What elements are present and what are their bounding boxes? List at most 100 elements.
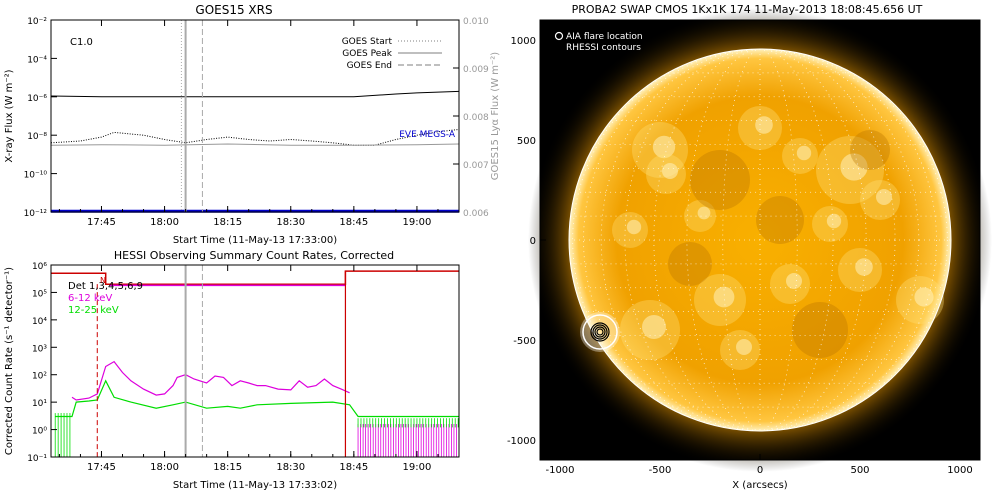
goes-legend-label: GOES End (347, 61, 392, 71)
goes-y2-tick-label: 0.009 (463, 65, 489, 75)
rhessi-contour (590, 322, 610, 342)
sun-grid-longitude (600, 49, 920, 431)
goes-y-tick-label: 10⁻¹⁰ (24, 171, 48, 181)
goes-x-tick-label: 19:00 (403, 217, 432, 228)
sun-bright-core (755, 116, 773, 134)
hessi-ylabel: Corrected Count Rate (s⁻¹ detector⁻¹) (4, 267, 15, 455)
goes-x-tick-label: 18:45 (339, 217, 368, 228)
hessi-legend-high: 12-25 keV (68, 305, 119, 316)
goes-xlabel: Start Time (11-May-13 17:33:00) (173, 235, 337, 246)
swap-x-ticks: -1000 -500 0 500 1000 (545, 454, 973, 476)
sun-bright-core (697, 206, 711, 220)
hessi-y-tick-label: 10² (32, 372, 47, 382)
goes-y-tick-label: 10⁻⁸ (27, 132, 47, 142)
hessi-x-tick-label: 17:45 (87, 462, 116, 473)
hessi-noise (54, 413, 460, 457)
swap-y-tick-label: 500 (517, 136, 536, 147)
sun-bright-core (796, 145, 812, 161)
sun-dark-region (792, 302, 848, 358)
sun-bright-core (662, 163, 678, 179)
rhessi-contour (596, 328, 604, 336)
goes-y2-tick-label: 0.010 (463, 17, 489, 27)
goes-series-line (50, 90, 460, 98)
sun-bright-core (855, 258, 873, 276)
hessi-y-ticks: 10⁶ 10⁵ 10⁴ 10³ 10² 10¹ 10⁰ 10⁻¹ (27, 262, 57, 464)
goes-y-tick-label: 10⁻¹² (24, 209, 48, 219)
goes-series-line (50, 143, 460, 146)
hessi-x-tick-label: 18:15 (213, 462, 242, 473)
sun-bright-core (876, 189, 892, 205)
goes-panel: GOES15 XRS 17:45 18:00 18:15 18:30 18:45 19:0… (4, 3, 501, 246)
aia-flare-circle (582, 314, 618, 350)
swap-x-tick-label: -500 (649, 465, 672, 476)
swap-legend-marker (554, 42, 564, 52)
goes-series-line (50, 128, 460, 146)
hessi-x-tick-label: 19:00 (403, 462, 432, 473)
goes-y-tick-label: 10⁻⁶ (27, 94, 47, 104)
sun-dark-region (850, 130, 890, 170)
sun-grid-longitude (624, 49, 896, 431)
flare-marker (580, 312, 620, 352)
sun-dark-region (690, 150, 750, 210)
swap-x-tick-label: 0 (757, 465, 763, 476)
goes-plot-frame (50, 19, 460, 213)
hessi-markers (184, 265, 203, 457)
goes-legend: GOES Start GOES Peak GOES End (342, 37, 442, 71)
rhessi-contour (594, 326, 606, 338)
sun-bright-core (652, 135, 676, 159)
swap-legend-label: AIA flare location (566, 32, 643, 42)
hessi-y-tick-label: 10⁰ (32, 427, 47, 437)
hessi-y-tick-label: 10⁶ (32, 262, 47, 272)
sun-grid-longitude (583, 49, 937, 431)
hessi-series-line (71, 360, 350, 401)
hessi-series (55, 360, 459, 418)
hessi-legend-low: 6-12 keV (68, 293, 112, 304)
sun-grid-longitude (722, 49, 798, 431)
goes-y-ticks: 10⁻² 10⁻⁴ 10⁻⁶ 10⁻⁸ 10⁻¹⁰ 10⁻¹² (24, 17, 57, 219)
goes-y-tick-label: 10⁻² (27, 17, 47, 27)
hessi-plot-frame (50, 264, 460, 458)
goes-x-ticks: 17:45 18:00 18:15 18:30 18:45 19:00 (58, 20, 460, 228)
hessi-y-tick-label: 10¹ (32, 399, 47, 409)
hessi-detector-label: Det 1,3,4,5,6,9 (68, 281, 143, 292)
swap-legend-marker (554, 31, 564, 41)
swap-xlabel: X (arcsecs) (732, 480, 788, 491)
goes-series (50, 90, 460, 213)
swap-legend-label: RHESSI contours (566, 43, 641, 53)
goes-y2-tick-label: 0.007 (463, 161, 489, 171)
sun-bright-core (786, 273, 802, 289)
sun-active-regions (612, 106, 944, 370)
sun-bright-core (826, 213, 842, 229)
goes-y-tick-label: 10⁻⁴ (27, 55, 47, 65)
swap-y-tick-label: 1000 (511, 36, 536, 47)
sun-grid (569, 49, 951, 431)
goes-y2-ticks: 0.010 0.009 0.008 0.007 0.006 (453, 17, 489, 219)
hessi-y-tick-label: 10⁻¹ (27, 454, 47, 464)
hessi-n-label: N (100, 276, 106, 285)
goes-eve-label: EVE MEGS-A (399, 130, 456, 140)
swap-y-tick-label: -500 (513, 336, 536, 347)
sun-bright-core (626, 219, 642, 235)
sun-dark-region (756, 196, 804, 244)
swap-x-tick-label: 500 (850, 465, 869, 476)
sun-bright-core (642, 315, 666, 339)
sun-grid-longitude (686, 49, 834, 431)
goes-legend-label: GOES Start (342, 37, 393, 47)
hessi-xlabel: Start Time (11-May-13 17:33:02) (173, 480, 337, 491)
goes-title: GOES15 XRS (195, 3, 272, 17)
hessi-x-tick-label: 18:00 (150, 462, 179, 473)
goes-x-tick-label: 18:15 (213, 217, 242, 228)
hessi-x-ticks: 17:45 18:00 18:15 18:30 18:45 19:00 (58, 265, 460, 473)
sun-bright-core (736, 339, 752, 355)
hessi-y-tick-label: 10⁴ (32, 317, 47, 327)
hessi-y-tick-label: 10³ (32, 344, 47, 354)
swap-y-tick-label: 0 (530, 236, 536, 247)
flare-glow (580, 312, 620, 352)
sun-bright-core (840, 153, 868, 181)
sun-dark-region (668, 242, 712, 286)
swap-panel: PROBA2 SWAP CMOS 1Kx1K 174 11-May-2013 1… (507, 3, 992, 491)
goes-x-tick-label: 17:45 (87, 217, 116, 228)
hessi-panel: HESSI Observing Summary Count Rates, Cor… (4, 249, 460, 491)
hessi-y-tick-label: 10⁵ (32, 289, 47, 299)
